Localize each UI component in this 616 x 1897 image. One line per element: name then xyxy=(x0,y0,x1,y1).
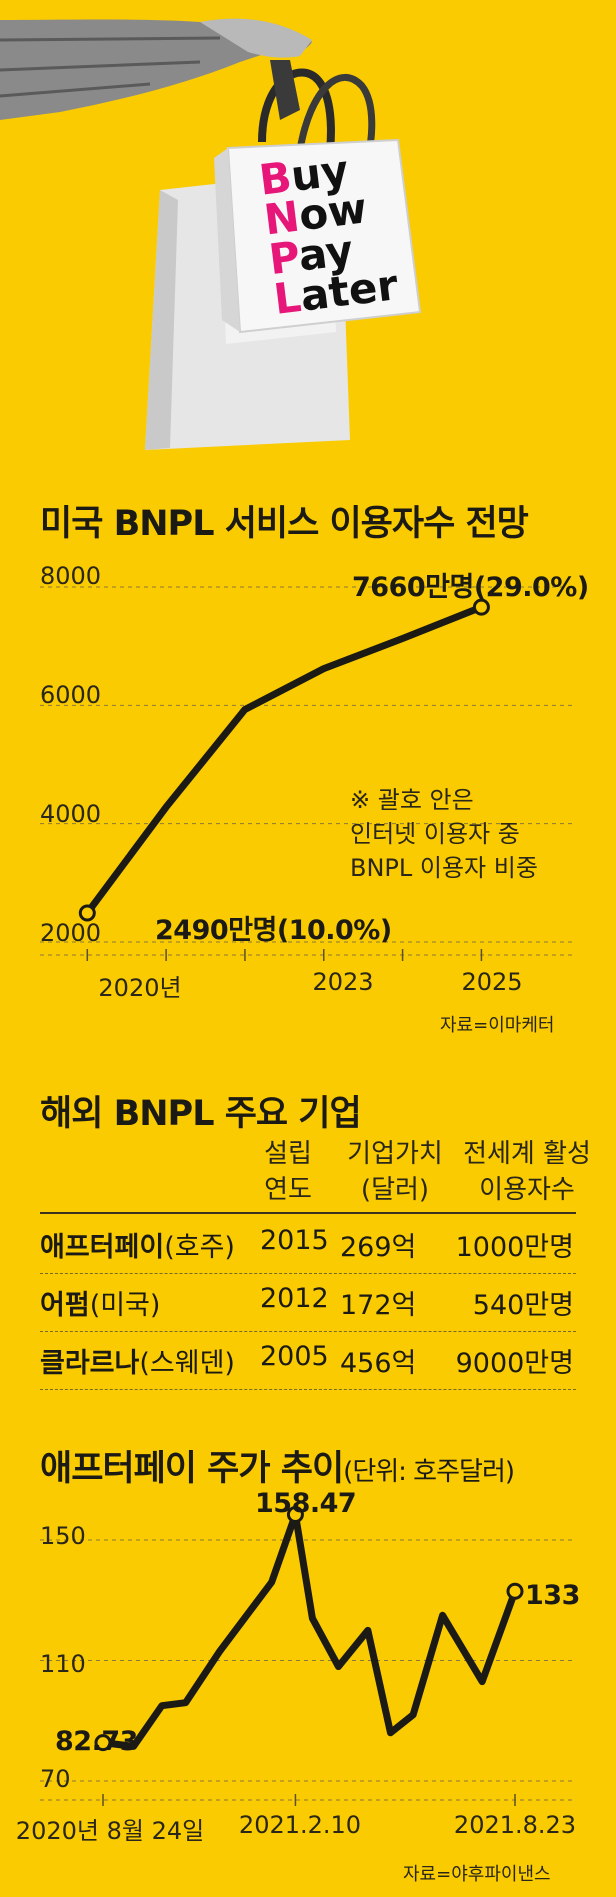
table-row-company: 애프터페이(호주) xyxy=(40,1232,235,1263)
table-row-users: 540만명 xyxy=(472,1290,574,1321)
annotation-2025: 7660만명(29.0%) xyxy=(352,572,589,603)
table-row-value: 456억 xyxy=(340,1348,417,1379)
table-row-year: 2012 xyxy=(260,1283,329,1314)
source-yahoo-finance: 자료=야후파이낸스 xyxy=(403,1864,551,1885)
note-line-1: ※ 괄호 안은 xyxy=(350,786,474,814)
row-divider xyxy=(40,1273,576,1274)
header-active-users: 전세계 활성 이용자수 xyxy=(463,1139,591,1205)
annotation-2020: 2490만명(10.0%) xyxy=(155,915,392,946)
x-tick-2025: 2025 xyxy=(461,968,523,996)
note-line-3: BNPL 이용자 비중 xyxy=(350,854,538,882)
annotation-peak: 158.47 xyxy=(255,1488,357,1519)
table-row-year: 2015 xyxy=(260,1225,329,1256)
data-point-2020 xyxy=(78,904,96,922)
table-row-company: 클라르나(스웨덴) xyxy=(40,1348,235,1379)
table-top-rule xyxy=(40,1212,576,1214)
chart-note: ※ 괄호 안은 인터넷 이용자 중 BNPL 이용자 비중 xyxy=(350,783,538,885)
users-chart-title: 미국 BNPL 서비스 이용자수 전망 xyxy=(40,504,529,544)
stock-chart-title: 애프터페이 주가 추이(단위: 호주달러) xyxy=(40,1449,515,1489)
hero-illustration: Buy Now Pay Later xyxy=(0,0,616,470)
y-tick-6000: 6000 xyxy=(40,681,102,709)
bag-logo-line-2: Now xyxy=(261,183,369,244)
table-row-users: 9000만명 xyxy=(455,1348,574,1379)
bag-logo-line-1: Buy xyxy=(257,145,352,205)
header-founded: 설립 연도 xyxy=(264,1139,312,1205)
stock-unit: (단위: 호주달러) xyxy=(343,1457,515,1487)
y-tick-70: 70 xyxy=(40,1765,71,1793)
x-tick-mid: 2021.2.10 xyxy=(238,1811,362,1839)
data-point-2025 xyxy=(472,598,490,616)
note-line-2: 인터넷 이용자 중 xyxy=(350,820,520,848)
x-tick-start: 2020년 8월 24일 xyxy=(15,1817,205,1845)
row-divider xyxy=(40,1389,576,1390)
data-point-2021-02-10 xyxy=(286,1505,304,1523)
annotation-start: 82.73 xyxy=(55,1726,138,1757)
x-tick-end: 2021.8.23 xyxy=(453,1811,577,1839)
series-line-users xyxy=(83,603,485,917)
row-divider xyxy=(40,1331,576,1332)
header-valuation: 기업가치 (달러) xyxy=(347,1139,443,1205)
table-row-value: 172억 xyxy=(340,1290,417,1321)
x-tick-2023: 2023 xyxy=(312,968,374,996)
table-row-value: 269억 xyxy=(340,1232,417,1263)
x-tick-2020: 2020년 xyxy=(98,974,182,1002)
y-tick-8000: 8000 xyxy=(40,562,102,590)
annotation-last: 133 xyxy=(525,1580,580,1611)
table-row-year: 2005 xyxy=(260,1341,329,1372)
bag-logo-line-3: Pay xyxy=(266,225,355,284)
table-title: 해외 BNPL 주요 기업 xyxy=(40,1094,362,1134)
source-emarketer: 자료=이마케터 xyxy=(440,1015,555,1036)
bag-logo-line-4: Later xyxy=(271,260,401,324)
table-row-users: 1000만명 xyxy=(455,1232,574,1263)
data-point-2020-08-24 xyxy=(94,1734,112,1752)
data-point-2021-08-23 xyxy=(506,1582,524,1600)
shopping-bags-illustration: Buy Now Pay Later xyxy=(0,18,422,450)
y-tick-110: 110 xyxy=(40,1650,86,1678)
table-row-company: 어펌(미국) xyxy=(40,1290,161,1321)
y-tick-150: 150 xyxy=(40,1522,86,1550)
series-line-stock xyxy=(99,1510,519,1750)
